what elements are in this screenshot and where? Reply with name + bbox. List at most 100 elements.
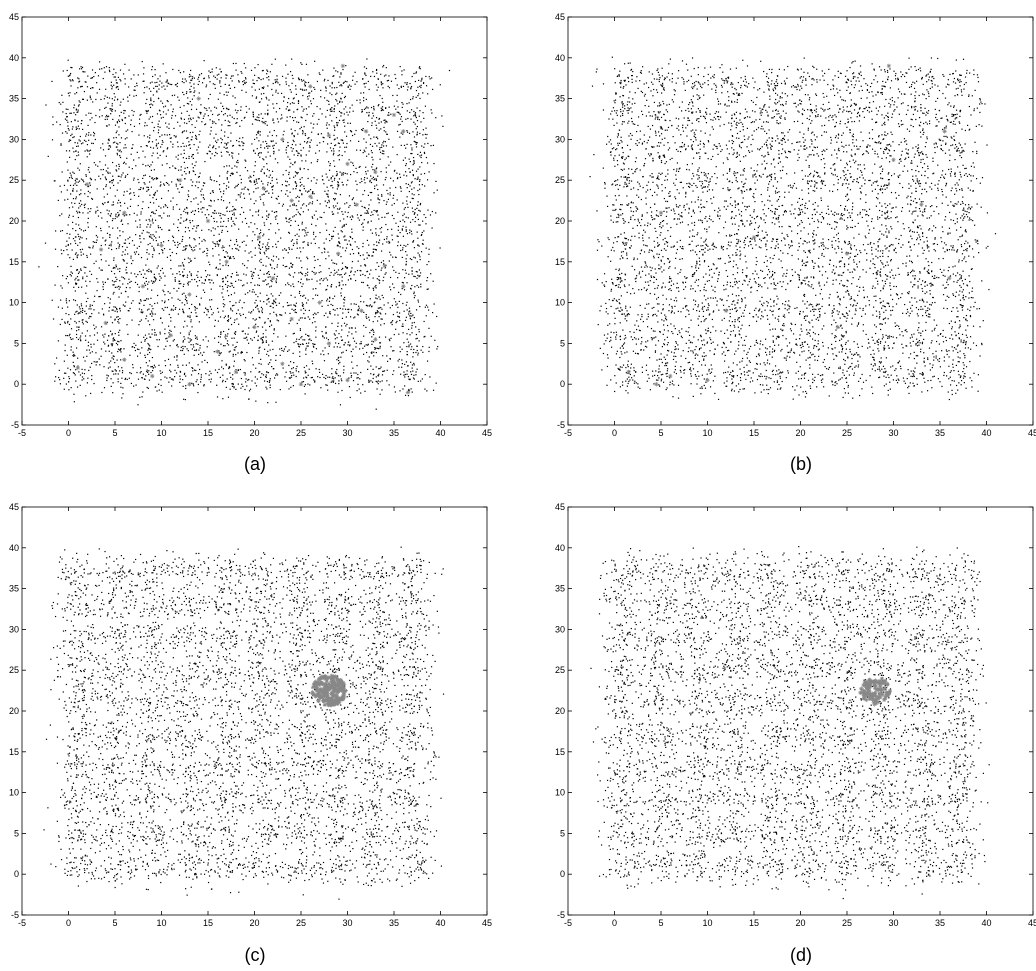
data-point [375,249,377,251]
data-point [118,115,121,117]
data-point [364,265,367,267]
data-point [190,69,192,72]
data-point [288,248,291,250]
data-point [87,134,90,136]
data-point [258,245,261,247]
data-point [77,272,80,275]
data-point [200,72,203,75]
data-point [267,283,269,285]
data-point [370,181,373,184]
data-point [124,378,126,381]
data-point [203,78,205,80]
data-point [72,338,74,340]
data-point [374,169,376,171]
data-point [235,69,237,71]
data-point [248,193,251,195]
data-point [89,366,91,368]
data-point [116,286,118,288]
data-point [148,140,150,142]
data-point [284,266,286,268]
data-point [176,246,179,248]
data-point [140,273,142,275]
data-point [344,299,346,301]
data-point [238,80,240,82]
data-point [383,304,385,306]
data-point [223,306,225,308]
data-point [335,193,337,195]
data-point [104,303,106,305]
data-point [336,346,338,348]
data-point [197,187,199,189]
data-point [363,219,365,221]
data-point [86,149,88,151]
data-point [111,370,113,372]
data-point [301,302,303,304]
data-point [302,241,304,243]
data-point [125,130,127,132]
data-point [95,260,97,262]
data-point [70,193,72,195]
data-point [311,351,313,353]
data-point [312,217,314,219]
data-point [362,353,365,355]
data-point [299,128,301,130]
data-point [157,157,159,159]
data-point [112,180,114,182]
data-point [87,124,89,127]
data-point [261,216,264,218]
data-point [80,229,82,231]
data-point [386,201,388,203]
data-point [67,254,69,256]
data-point [274,81,277,84]
data-point [135,251,138,253]
data-point [261,120,263,123]
data-point [71,202,73,204]
data-point [309,146,311,149]
data-point [243,188,245,190]
data-point [85,238,88,240]
data-point [150,271,153,273]
data-point [73,366,75,368]
data-point [263,92,265,95]
data-point [71,79,74,81]
data-point [340,73,342,75]
data-point [149,194,151,196]
data-point [297,102,300,105]
data-point [188,195,190,198]
data-point [232,355,234,357]
data-point [285,184,287,187]
data-point [287,141,289,144]
data-point [209,274,211,276]
data-point [123,348,125,350]
data-point [66,240,68,242]
data-point [196,225,198,227]
data-point [189,100,191,103]
data-point [124,253,126,256]
data-point [89,153,91,155]
data-point [108,97,111,99]
data-point [239,137,241,139]
data-point [190,139,192,141]
data-point [80,268,82,270]
data-point [383,130,385,132]
data-point [72,190,74,192]
data-point [375,228,377,230]
data-point [329,136,331,139]
data-point [263,166,265,168]
data-point [72,354,74,357]
data-point [172,206,174,208]
data-point [280,92,283,95]
data-point [352,197,355,199]
data-point [275,298,277,300]
data-point [325,384,327,386]
data-point [333,295,336,297]
data-point [363,258,365,260]
data-point [74,93,76,95]
data-point [91,362,93,365]
data-point [79,236,82,238]
data-point [241,351,243,354]
data-point [293,102,295,104]
data-point [282,249,284,251]
data-point [245,78,247,80]
data-point [226,319,229,322]
